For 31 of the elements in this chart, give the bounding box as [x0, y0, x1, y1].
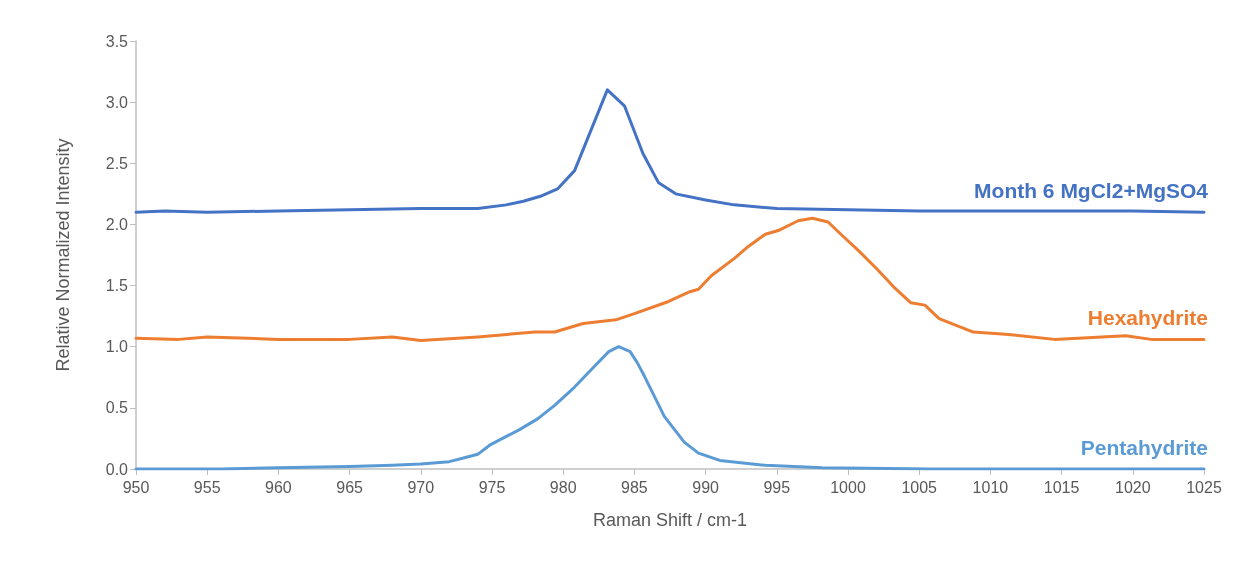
x-tick-label: 990: [692, 478, 720, 496]
y-tick-label: 3.5: [105, 32, 129, 50]
x-tick-label: 1000: [830, 478, 866, 496]
x-tick-label: 960: [265, 478, 292, 496]
y-tick-label: 2.0: [105, 215, 129, 233]
x-tick-label: 975: [478, 478, 506, 496]
y-tick-label: 0.0: [105, 460, 129, 478]
y-tick-label: 1.0: [105, 338, 129, 356]
x-tick-label: 1010: [972, 478, 1009, 496]
y-axis-title: Relative Normalized Intensity: [53, 138, 73, 372]
x-axis-title: Raman Shift / cm-1: [592, 510, 748, 530]
y-tick-label: 0.5: [105, 399, 129, 417]
x-tick-label: 950: [122, 478, 150, 496]
x-tick-label: 995: [763, 478, 791, 496]
y-tick-label: 1.5: [105, 277, 129, 295]
x-tick-label: 955: [193, 478, 221, 496]
line-series: [134, 88, 1206, 214]
x-tick-label: 1015: [1043, 478, 1080, 496]
x-tick-label: 985: [621, 478, 648, 496]
x-tick-label: 1020: [1115, 478, 1151, 496]
x-tick-label: 970: [407, 478, 435, 496]
x-tick-label: 980: [549, 478, 577, 496]
series-label: Month 6 MgCl2+MgSO4: [974, 179, 1209, 203]
x-tick-label: 1025: [1186, 478, 1222, 496]
line-series: [134, 216, 1206, 343]
y-tick-label: 2.5: [105, 154, 129, 172]
y-tick-label: 3.0: [105, 93, 129, 111]
series-label: Hexahydrite: [1087, 306, 1208, 330]
x-tick-label: 965: [336, 478, 364, 496]
x-tick-label: 1005: [901, 478, 938, 496]
series-label: Pentahydrite: [1080, 436, 1208, 459]
